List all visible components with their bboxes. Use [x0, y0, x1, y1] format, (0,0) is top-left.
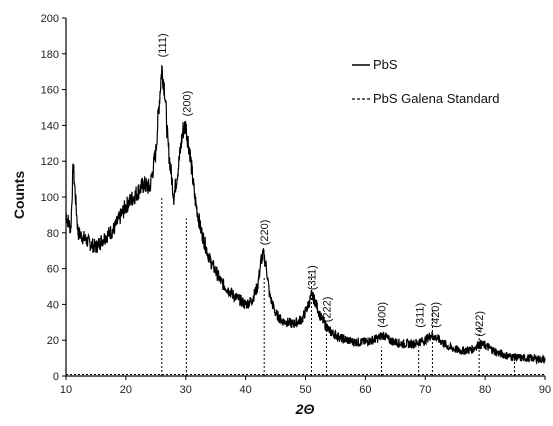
peak-index-label: (422) — [474, 311, 486, 337]
y-tick-label: 180 — [41, 49, 59, 61]
x-tick-label: 50 — [299, 384, 311, 396]
y-tick-label: 80 — [47, 228, 59, 240]
peak-index-label: (111) — [157, 33, 169, 57]
x-axis-title: 2Θ — [295, 401, 315, 417]
x-tick-label: 40 — [240, 384, 252, 396]
y-tick-label: 100 — [41, 192, 59, 204]
peak-index-label: (311) — [414, 303, 426, 328]
peak-index-label: (420) — [430, 302, 442, 328]
legend: PbS PbS Galena Standard — [352, 57, 499, 106]
x-tick-label: 10 — [60, 384, 72, 396]
series-layer — [65, 64, 546, 376]
x-tick-label: 90 — [539, 384, 551, 396]
y-tick-label: 160 — [41, 85, 59, 97]
peak-index-label: (200) — [181, 91, 193, 117]
pbs-series-line — [65, 64, 546, 365]
y-tick-label: 60 — [47, 264, 59, 276]
y-tick-label: 120 — [41, 156, 59, 168]
peak-index-label: (400) — [377, 302, 389, 328]
y-tick-label: 140 — [41, 120, 59, 132]
y-tick-label: 0 — [53, 371, 59, 383]
peak-index-label: (222) — [322, 297, 334, 323]
legend-label-galena: PbS Galena Standard — [373, 91, 499, 106]
axes: 0 20 40 60 80 100 120 140 160 180 200 10 20 30 40 50 60 7… — [41, 13, 551, 396]
y-tick-label: 200 — [41, 13, 59, 25]
annotation-layer: (111)(200)(220)(311)(222) (400) (311) (420)… — [157, 33, 486, 336]
x-tick-label: 80 — [479, 384, 491, 396]
y-tick-label: 20 — [47, 335, 59, 347]
x-tick-label: 70 — [419, 384, 431, 396]
y-tick-label: 40 — [47, 299, 59, 311]
x-tick-label: 20 — [120, 384, 132, 396]
peak-index-label: (220) — [259, 220, 271, 246]
y-axis-title: Counts — [11, 171, 27, 219]
x-tick-label: 60 — [359, 384, 371, 396]
x-tick-label: 30 — [180, 384, 192, 396]
peak-index-label: (311) — [307, 265, 319, 290]
legend-label-pbs: PbS — [373, 57, 398, 72]
